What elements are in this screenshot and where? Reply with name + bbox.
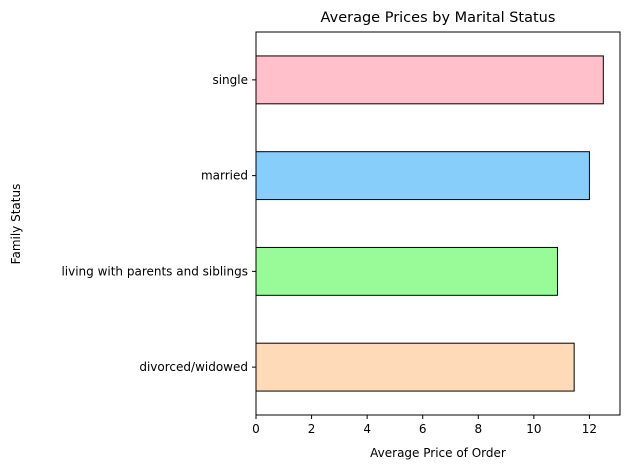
y-tick-label: divorced/widowed bbox=[139, 360, 248, 374]
y-tick-label: single bbox=[212, 73, 248, 87]
x-tick-label: 6 bbox=[419, 422, 427, 436]
bar-married bbox=[255, 151, 590, 201]
x-tick-label: 12 bbox=[582, 422, 597, 436]
y-tick-label: married bbox=[201, 169, 248, 183]
y-axis-label: Family Status bbox=[9, 184, 23, 265]
y-tick-label: living with parents and siblings bbox=[61, 264, 248, 278]
x-axis-ticks: 0 2 4 6 8 10 12 bbox=[252, 415, 597, 436]
plot-frame bbox=[255, 31, 621, 416]
x-tick-label: 2 bbox=[308, 422, 316, 436]
bars-group bbox=[255, 55, 604, 392]
x-tick-label: 0 bbox=[252, 422, 260, 436]
x-tick-label: 8 bbox=[474, 422, 482, 436]
bar-living-with-parents-and-siblings bbox=[255, 246, 558, 296]
bar-divorced-widowed bbox=[255, 342, 575, 392]
y-axis-ticks: divorced/widowed living with parents and … bbox=[61, 73, 256, 374]
bar-single bbox=[255, 55, 604, 105]
chart-title: Average Prices by Marital Status bbox=[321, 10, 556, 26]
x-tick-label: 4 bbox=[363, 422, 371, 436]
x-tick-label: 10 bbox=[526, 422, 541, 436]
x-axis-label: Average Price of Order bbox=[370, 446, 506, 460]
